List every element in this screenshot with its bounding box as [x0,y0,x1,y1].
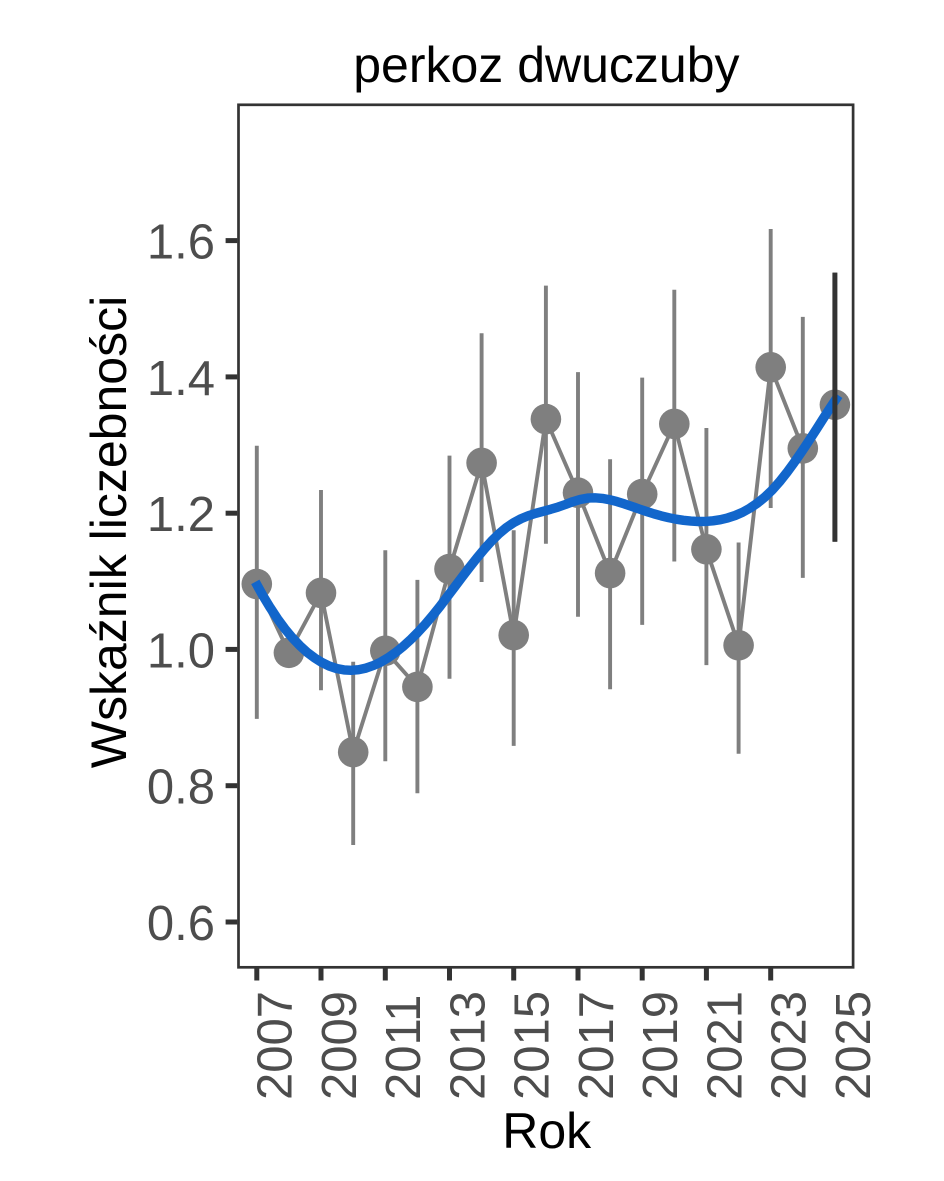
svg-text:2025: 2025 [827,991,881,1100]
svg-text:0.6: 0.6 [147,897,215,951]
svg-text:Rok: Rok [502,1103,592,1159]
svg-text:1.4: 1.4 [147,352,215,406]
svg-text:2009: 2009 [313,991,367,1100]
svg-text:perkoz dwuczuby: perkoz dwuczuby [353,37,739,93]
svg-text:2019: 2019 [634,991,688,1100]
svg-text:2021: 2021 [698,991,752,1100]
svg-text:Wskaźnik liczebności: Wskaźnik liczebności [81,296,137,768]
svg-text:1.0: 1.0 [147,624,215,678]
svg-text:2007: 2007 [249,991,303,1100]
svg-text:2011: 2011 [377,995,431,1100]
svg-text:0.8: 0.8 [147,761,215,815]
svg-text:2017: 2017 [570,991,624,1100]
svg-text:2015: 2015 [506,991,560,1100]
svg-text:2023: 2023 [763,991,817,1100]
svg-text:1.6: 1.6 [147,216,215,270]
svg-text:2013: 2013 [441,991,495,1100]
svg-text:1.2: 1.2 [147,488,215,542]
